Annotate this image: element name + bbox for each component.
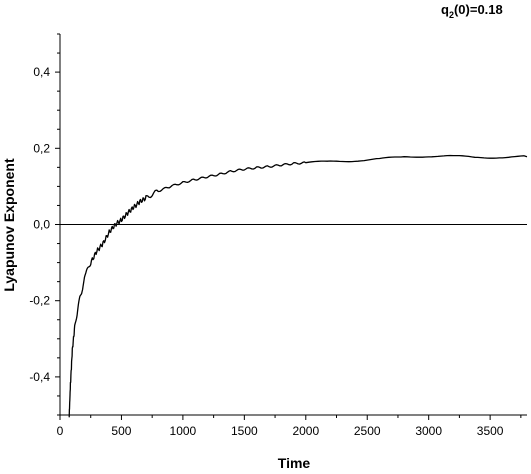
annotation-suffix: (0)=0.18 [454,2,503,17]
y-tick-label: 0,4 [33,65,50,79]
axes: 0 500 1000 1500 2000 2500 3000 3500 -0,4 -0,2 0,0 0… [29,33,527,438]
y-axis-title: Lyapunov Exponent [1,158,17,292]
annotation-prefix: q [441,2,449,17]
x-tick-label: 500 [111,424,131,438]
x-tick-label: 1500 [231,424,258,438]
x-tick-label: 0 [57,424,64,438]
parameter-annotation: q2(0)=0.18 [441,2,503,20]
series-layer [68,154,528,418]
x-tick-label: 1000 [170,424,197,438]
x-tick-label: 3000 [415,424,442,438]
x-tick-label: 2500 [354,424,381,438]
x-axis-title: Time [278,455,311,471]
x-tick-label: 3500 [477,424,504,438]
y-tick-label: -0,4 [29,370,50,384]
y-tick-label: 0,0 [33,218,50,232]
series-line [68,154,528,418]
x-tick-label: 2000 [292,424,319,438]
annotation-subscript: 2 [449,10,454,20]
y-tick-label: -0,2 [29,294,50,308]
y-tick-label: 0,2 [33,141,50,155]
